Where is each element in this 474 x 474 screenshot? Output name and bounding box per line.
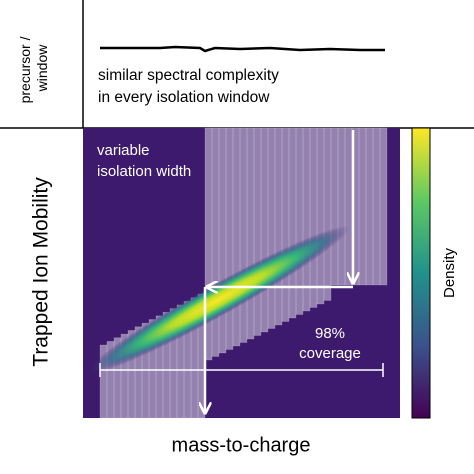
colorbar: [411, 127, 431, 419]
isolation-window: [148, 319, 157, 419]
isolation-window: [288, 127, 297, 319]
annotation: coverage: [299, 345, 361, 362]
colorbar-label: Density: [441, 247, 458, 298]
isolation-window: [253, 127, 262, 336]
isolation-windows: [99, 127, 388, 419]
isolation-window: [281, 127, 290, 322]
isolation-window: [127, 330, 136, 419]
isolation-window: [134, 326, 143, 419]
isolation-window: [302, 127, 311, 312]
isolation-window: [337, 127, 346, 286]
isolation-window: [379, 127, 388, 286]
isolation-window: [295, 127, 304, 315]
isolation-window: [267, 127, 276, 329]
isolation-window: [344, 127, 353, 286]
isolation-window: [225, 127, 234, 350]
isolation-window: [309, 127, 318, 308]
annotation: 98%: [315, 325, 345, 342]
x-axis-label: mass-to-charge: [172, 434, 311, 456]
isolation-window: [365, 127, 374, 286]
isolation-window: [316, 127, 325, 305]
top-note: similar spectral complexity: [98, 67, 279, 84]
annotation: isolation width: [97, 163, 191, 180]
isolation-window: [372, 127, 381, 286]
isolation-window: [218, 127, 227, 354]
isolation-window: [330, 127, 339, 286]
isolation-window: [260, 127, 269, 333]
isolation-window: [239, 127, 248, 343]
isolation-window: [113, 337, 122, 419]
isolation-window: [211, 127, 220, 357]
isolation-window: [323, 127, 332, 301]
isolation-window: [232, 127, 241, 347]
isolation-window: [120, 333, 129, 419]
isolation-window: [204, 127, 213, 361]
isolation-window: [358, 127, 367, 286]
density-band: [86, 225, 350, 375]
isolation-window: [99, 344, 108, 419]
isolation-window: [274, 127, 283, 326]
top-axis-label: precursor / window: [17, 33, 50, 104]
y-axis-label: Trapped Ion Mobility: [30, 177, 53, 367]
annotation: variable: [97, 142, 150, 159]
isolation-window: [106, 341, 115, 419]
complexity-trace: [100, 45, 385, 53]
arrows: [99, 130, 384, 412]
isolation-window: [246, 127, 255, 340]
top-note: in every isolation window: [98, 89, 270, 106]
